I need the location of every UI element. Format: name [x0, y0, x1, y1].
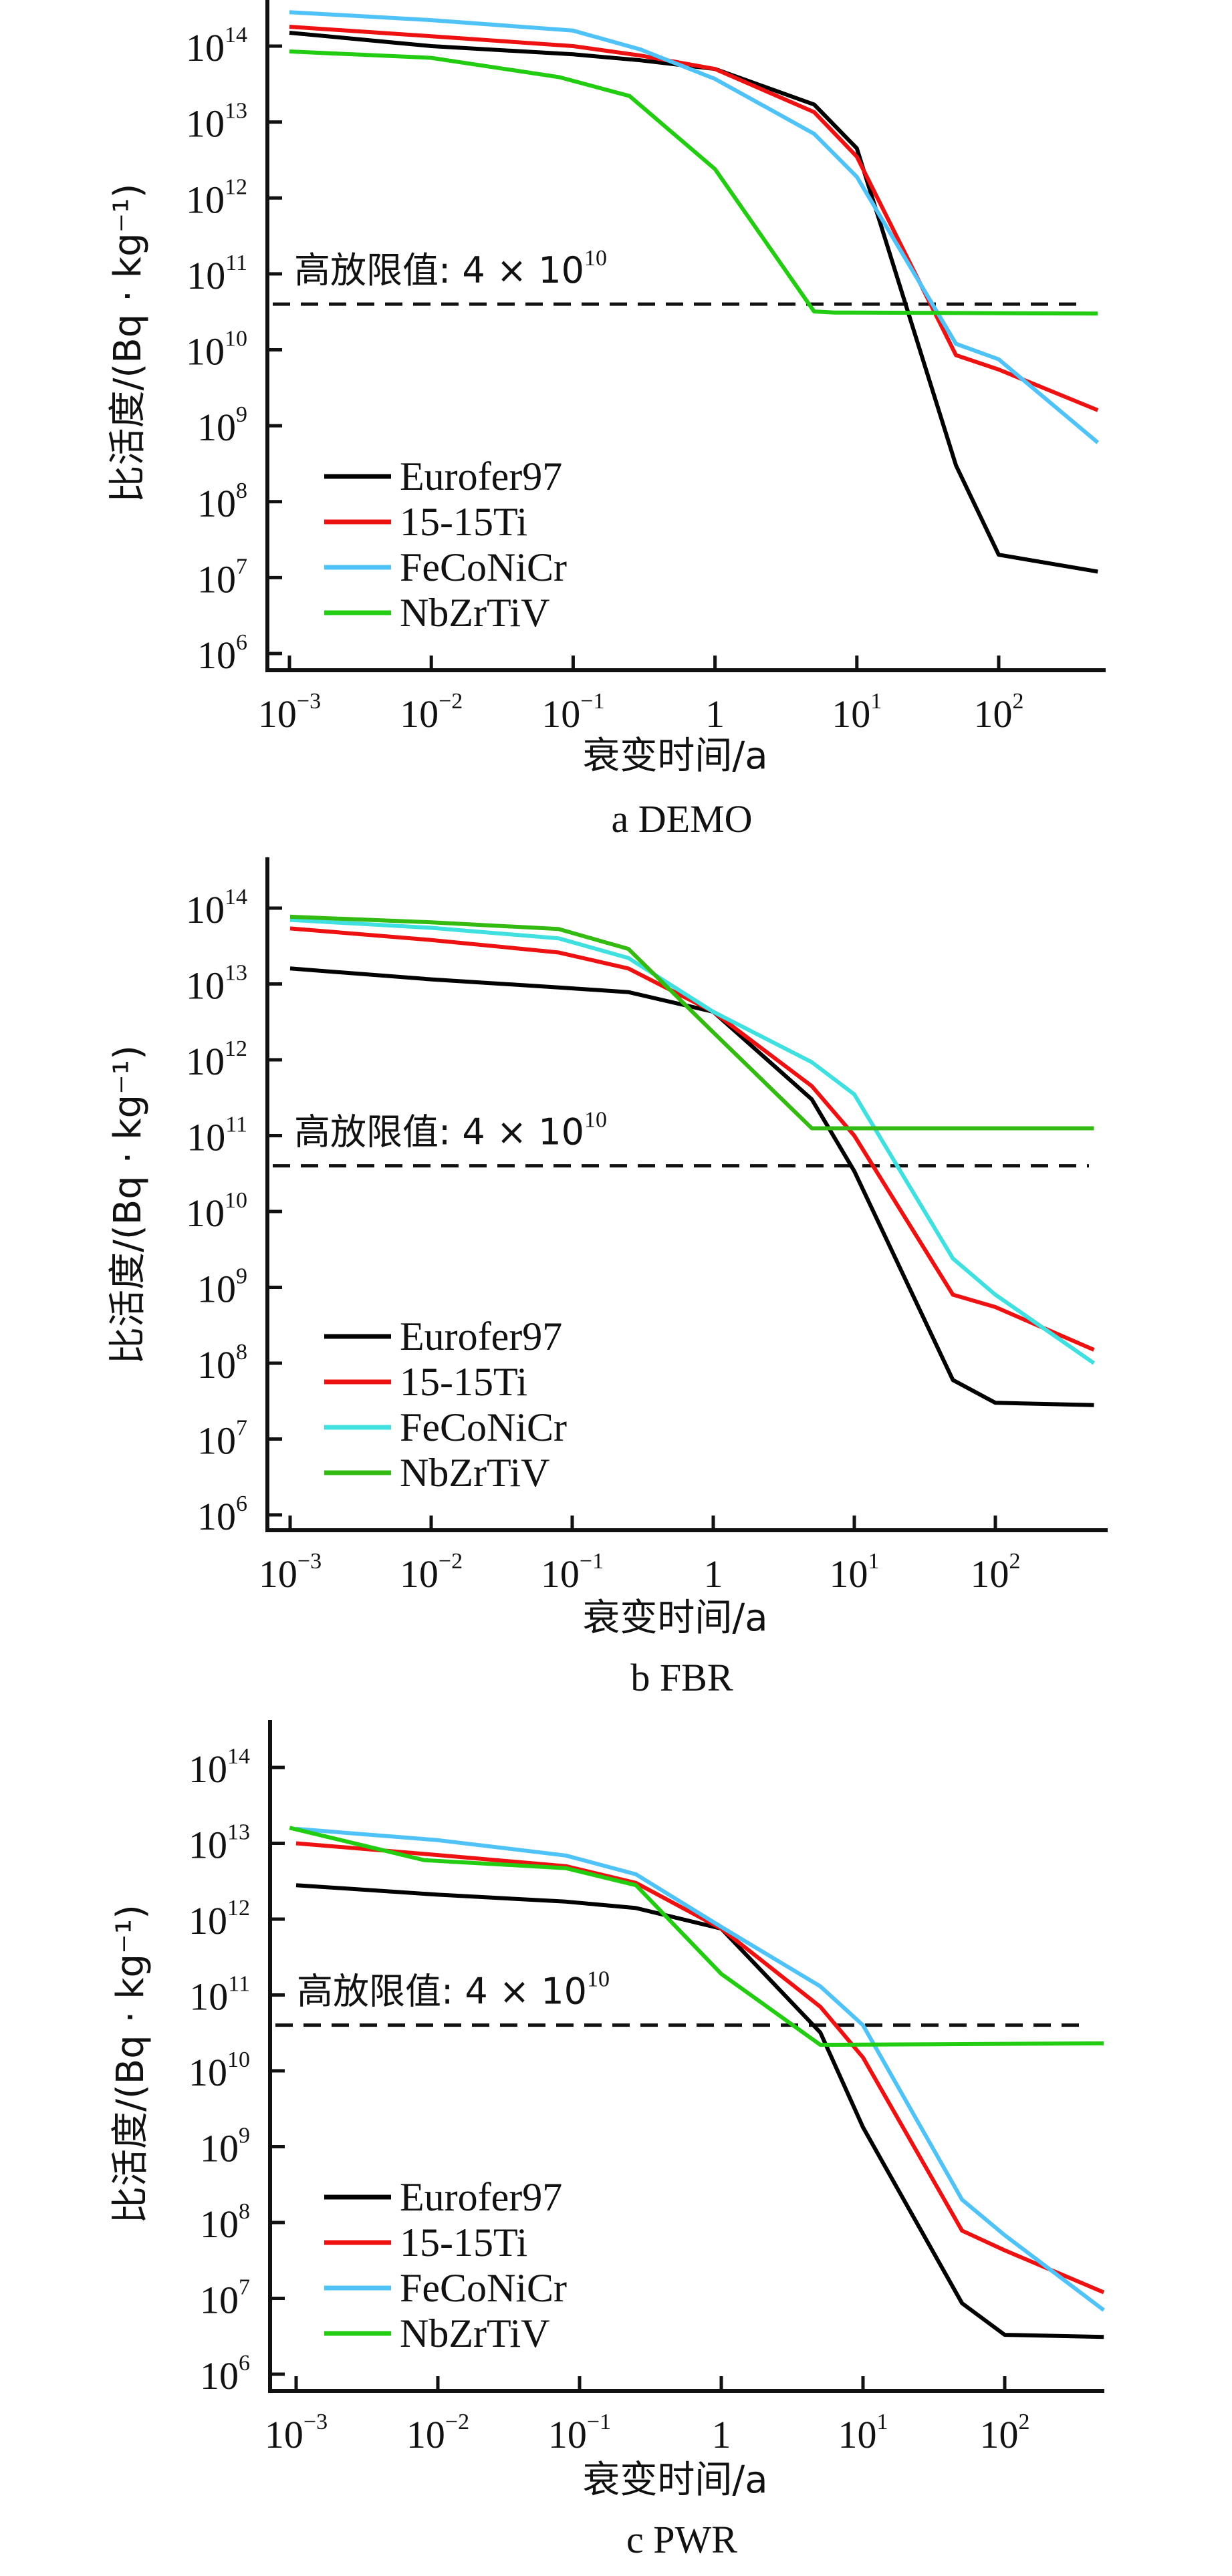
threshold-label: 高放限值: 4 × 1010 [294, 1108, 607, 1153]
y-tick-label: 1010 [186, 1188, 247, 1235]
y-tick-label: 1011 [187, 1113, 247, 1159]
x-tick-label: 10−2 [406, 2410, 469, 2456]
x-tick-label: 101 [832, 689, 882, 736]
legend-label: Eurofer97 [400, 2175, 562, 2219]
y-tick-label: 106 [197, 630, 247, 677]
x-tick-label: 102 [974, 689, 1024, 736]
x-axis-title: 衰变时间/a [582, 734, 767, 778]
y-tick-label: 108 [200, 2199, 250, 2246]
y-tick-label: 107 [197, 554, 247, 601]
x-tick-label: 102 [971, 1549, 1021, 1596]
y-axis-title: 比活度/(Bq · kg⁻¹) [109, 1904, 152, 2224]
x-tick-label: 1 [704, 1552, 723, 1596]
y-tick-label: 107 [197, 1416, 247, 1463]
y-axis-title: 比活度/(Bq · kg⁻¹) [106, 1045, 150, 1365]
y-tick-label: 108 [197, 478, 247, 525]
y-tick-label: 109 [197, 402, 247, 449]
series-line-15-15ti [289, 25, 1099, 412]
x-tick-label: 1 [705, 692, 725, 736]
series-line-15-15ti [295, 1841, 1105, 2295]
series-line-eurofer97 [289, 966, 1094, 1407]
y-tick-label: 1014 [189, 1744, 250, 1791]
legend-label: FeCoNiCr [400, 1405, 567, 1449]
y-tick-label: 1014 [186, 23, 247, 69]
legend-label: 15-15Ti [400, 2221, 527, 2265]
x-tick-label: 102 [980, 2410, 1030, 2456]
y-tick-label: 106 [197, 1491, 247, 1538]
series-line-15-15ti [289, 926, 1095, 1352]
y-tick-label: 109 [197, 1264, 247, 1311]
y-tick-label: 1010 [186, 327, 247, 374]
x-tick-label: 10−1 [541, 1549, 604, 1596]
panel-caption: a DEMO [611, 797, 752, 841]
legend-label: Eurofer97 [400, 1314, 562, 1358]
legend-label: NbZrTiV [400, 1451, 550, 1495]
y-axis-title: 比活度/(Bq · kg⁻¹) [106, 184, 150, 503]
x-tick-label: 10−3 [265, 2410, 328, 2456]
panel-caption: b FBR [630, 1656, 733, 1699]
y-tick-label: 107 [200, 2275, 250, 2322]
legend-label: 15-15Ti [400, 500, 527, 544]
series-line-nbzrtiv [289, 914, 1094, 1131]
y-tick-label: 108 [197, 1340, 247, 1387]
x-tick-label: 10−2 [400, 1549, 463, 1596]
x-tick-label: 10−1 [541, 689, 604, 736]
y-tick-label: 1012 [186, 1036, 247, 1083]
legend-label: NbZrTiV [400, 591, 550, 635]
x-axis-title: 衰变时间/a [582, 1596, 767, 1640]
series-line-nbzrtiv [289, 1826, 1104, 2047]
legend-label: FeCoNiCr [400, 545, 567, 589]
y-tick-label: 1013 [186, 961, 247, 1008]
panel-caption: c PWR [626, 2518, 737, 2561]
legend-label: 15-15Ti [400, 1360, 527, 1404]
series-line-nbzrtiv [289, 49, 1098, 316]
y-tick-label: 1013 [186, 99, 247, 146]
x-axis-title: 衰变时间/a [582, 2458, 767, 2502]
x-tick-label: 10−2 [400, 689, 463, 736]
y-tick-label: 1012 [189, 1896, 250, 1943]
y-tick-label: 109 [200, 2124, 250, 2170]
y-tick-label: 1014 [186, 885, 247, 932]
x-tick-label: 101 [830, 1549, 880, 1596]
series-line-feconicr [289, 10, 1100, 444]
y-tick-label: 1012 [186, 174, 247, 221]
series-line-feconicr [289, 917, 1096, 1365]
x-tick-label: 10−3 [259, 1549, 322, 1596]
threshold-label: 高放限值: 4 × 1010 [297, 1967, 610, 2013]
series-line-feconicr [295, 1826, 1106, 2312]
y-tick-label: 1011 [189, 1972, 250, 2019]
series-line-eurofer97 [295, 1883, 1104, 2339]
x-tick-label: 1 [712, 2413, 731, 2456]
legend-label: Eurofer97 [400, 454, 562, 498]
x-tick-label: 10−1 [548, 2410, 611, 2456]
y-tick-label: 106 [200, 2351, 250, 2398]
series-line-eurofer97 [289, 31, 1098, 574]
x-tick-label: 10−3 [258, 689, 321, 736]
legend-label: FeCoNiCr [400, 2266, 567, 2310]
threshold-label: 高放限值: 4 × 1010 [294, 246, 607, 291]
x-tick-label: 101 [838, 2410, 888, 2456]
legend-label: NbZrTiV [400, 2311, 550, 2355]
y-tick-label: 1010 [189, 2047, 250, 2094]
y-tick-label: 1011 [187, 251, 247, 297]
y-tick-label: 1013 [189, 1820, 250, 1867]
